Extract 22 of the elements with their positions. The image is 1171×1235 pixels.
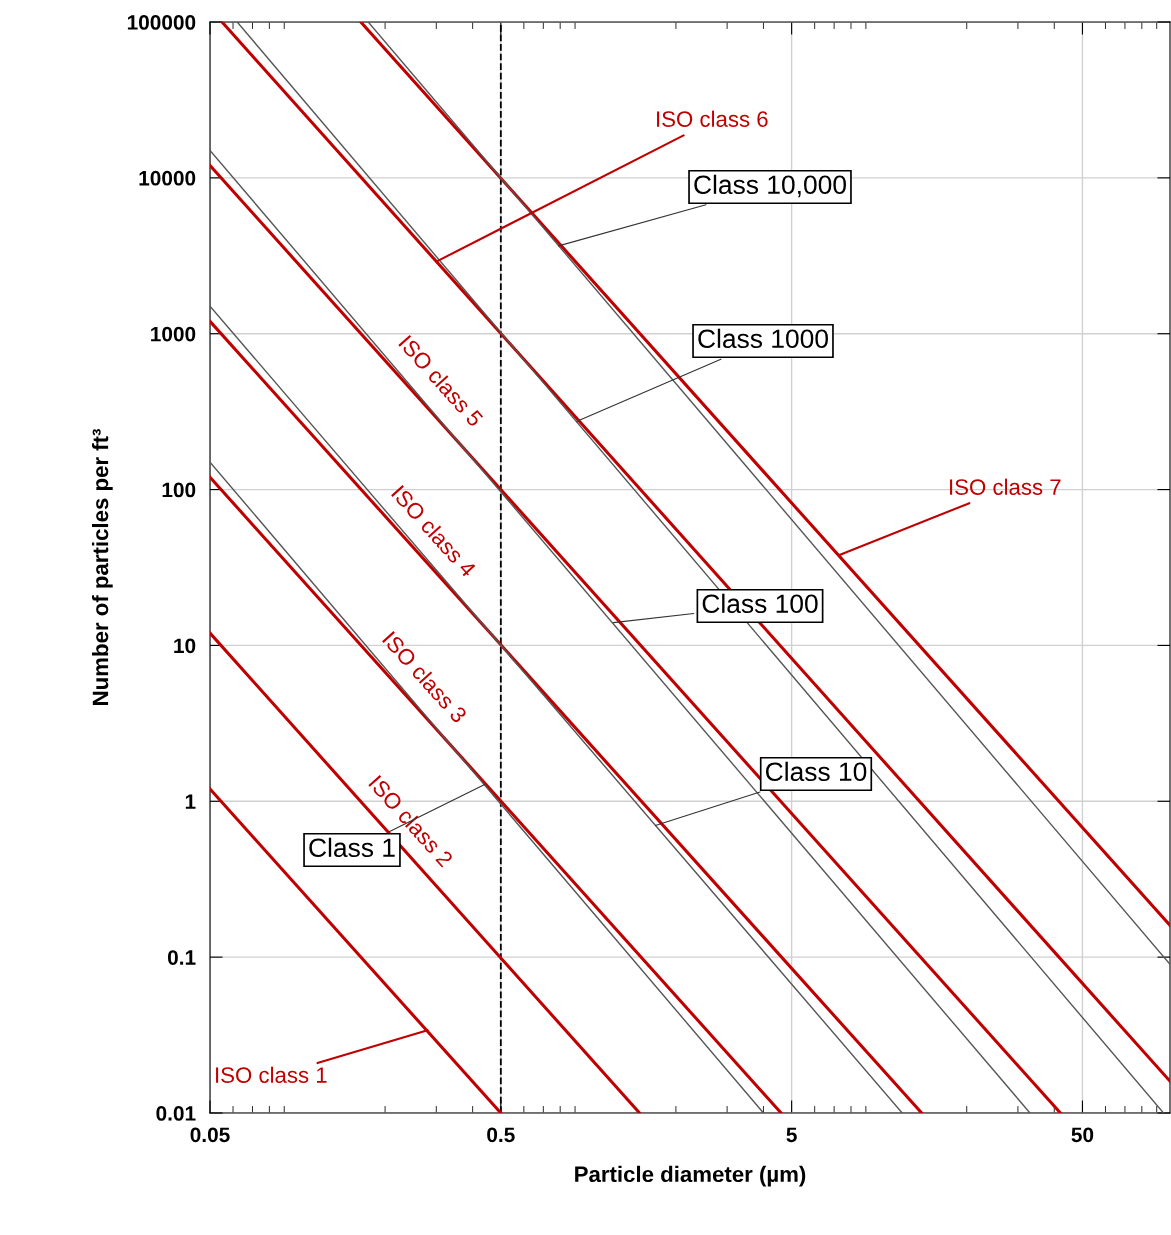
x-tick-label: 5 bbox=[786, 1127, 797, 1143]
annotation: Class 1 bbox=[309, 837, 395, 858]
annotation: Class 1000 bbox=[698, 328, 828, 349]
y-tick-label: 10 bbox=[174, 638, 196, 654]
annotation: Class 10 bbox=[766, 761, 867, 782]
y-tick-label: 10000 bbox=[139, 170, 196, 186]
y-tick-label: 0.01 bbox=[156, 1106, 196, 1121]
y-tick-label: 100 bbox=[162, 482, 196, 498]
x-tick-label: 0.5 bbox=[487, 1127, 515, 1143]
x-tick-label: 50 bbox=[1071, 1127, 1094, 1143]
y-tick-label: 100000 bbox=[127, 15, 196, 30]
annotation: Class 100 bbox=[702, 593, 818, 614]
annotation: ISO class 7 bbox=[950, 478, 1061, 495]
y-tick-label: 0.1 bbox=[167, 950, 196, 965]
x-axis-title: Particle diameter (µm) bbox=[575, 1165, 806, 1187]
y-tick-label: 1000 bbox=[151, 326, 196, 342]
x-tick-label: 0.05 bbox=[190, 1127, 230, 1143]
annotation: Class 10,000 bbox=[694, 174, 846, 198]
y-tick-label: 1 bbox=[185, 794, 196, 809]
y-axis-title: Number of particles per ft³ bbox=[92, 429, 113, 705]
annotation: ISO class 6 bbox=[657, 110, 768, 127]
annotation: ISO class 1 bbox=[216, 1066, 327, 1083]
